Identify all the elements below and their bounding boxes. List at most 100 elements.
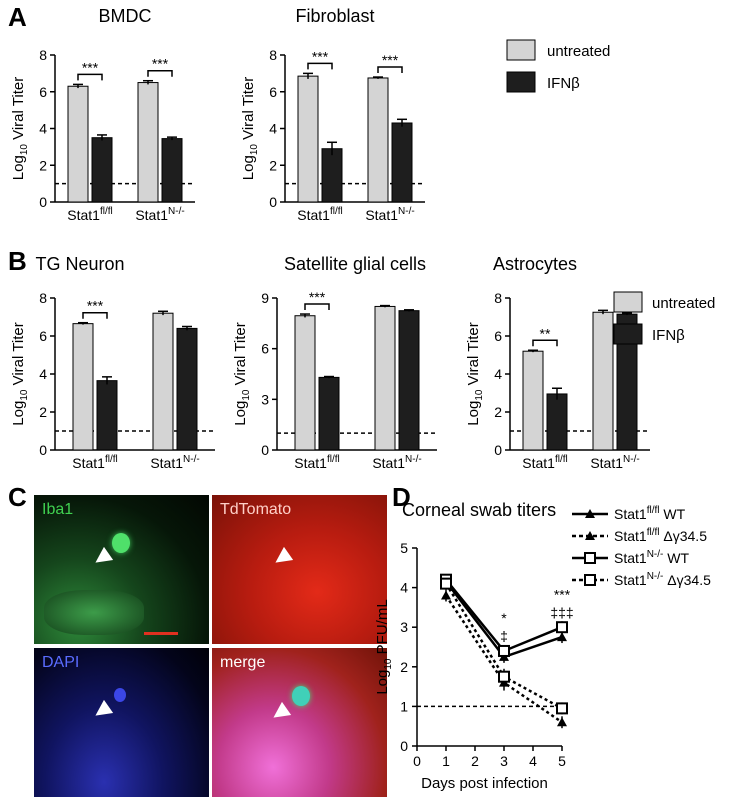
legend-label: Stat1N-/- Δγ34.5 <box>614 571 711 588</box>
bar-ifnb <box>161 138 183 203</box>
category-label: Stat1fl/fl <box>297 206 342 223</box>
chart-title: Fibroblast <box>295 6 374 26</box>
bar-untreated <box>152 312 174 451</box>
significance-bracket <box>304 303 330 311</box>
y-tick-label: 6 <box>39 328 47 344</box>
legend-b: untreated IFNβ <box>613 291 715 345</box>
triangle-marker <box>585 509 595 518</box>
cell-body <box>292 686 310 706</box>
panel-label-c: C <box>8 482 27 512</box>
chart-title: Astrocytes <box>493 254 577 274</box>
bar-ifnb <box>546 393 568 451</box>
x-tick-label: 3 <box>500 753 508 769</box>
y-tick-label: 6 <box>494 328 502 344</box>
significance-label: ** <box>540 325 551 341</box>
cell-cluster <box>44 590 144 635</box>
x-tick-label: 5 <box>558 753 566 769</box>
legend-untreated-label: untreated <box>547 43 610 60</box>
micro-label-merge: merge <box>220 654 266 671</box>
significance-bracket <box>147 69 173 77</box>
bar-untreated <box>72 323 94 451</box>
category-label: Stat1N-/- <box>590 454 639 471</box>
legend-untreated-label: untreated <box>652 295 715 312</box>
triangle-marker <box>441 590 451 600</box>
legend-ifnb-swatch <box>613 323 643 345</box>
y-tick-label: 2 <box>39 404 47 420</box>
micro-label-iba1: Iba1 <box>42 501 74 518</box>
micro-dapi: DAPI <box>34 648 209 797</box>
y-axis-title: Log10 Viral Titer <box>240 77 260 180</box>
y-tick-label: 0 <box>400 738 408 754</box>
significance-label: *** <box>312 48 329 64</box>
bar-ifnb <box>398 310 420 451</box>
bar-untreated <box>297 75 319 203</box>
y-tick-label: 2 <box>400 659 408 675</box>
y-tick-label: 8 <box>494 290 502 306</box>
y-axis-title: Log10 Viral Titer <box>232 322 252 425</box>
chart-fibroblast: Fibroblast 0 2 4 6 8 Log10 Viral Titer Stat1fl/… <box>240 6 425 223</box>
x-axis-title: Days post infection <box>421 775 548 792</box>
y-tick-label: 3 <box>261 391 269 407</box>
y-tick-label: 6 <box>39 84 47 100</box>
significance-bracket <box>532 339 558 347</box>
legend-untreated-swatch <box>506 39 536 61</box>
category-label: Stat1N-/- <box>135 206 184 223</box>
y-axis-title: Log10 Viral Titer <box>10 77 30 180</box>
category-label: Stat1N-/- <box>365 206 414 223</box>
bar-ifnb <box>391 122 413 203</box>
triangle-marker <box>585 531 595 540</box>
bar-ifnb <box>321 148 343 203</box>
chart-corneal-swab: Corneal swab titers 0 1 2 3 4 5 0 1 2 3 4 5 Days post… <box>374 500 711 792</box>
x-tick-label: 1 <box>442 753 450 769</box>
y-tick-label: 8 <box>39 47 47 63</box>
square-marker <box>556 621 568 634</box>
y-tick-label: 2 <box>494 404 502 420</box>
chart-astrocytes: Astrocytes 0 2 4 6 8 Log10 Viral Titer Stat1fl/… <box>465 254 650 471</box>
significance-label: ‡‡‡ <box>550 604 573 620</box>
arrowhead-icon <box>90 546 114 570</box>
bar-ifnb <box>318 376 340 451</box>
category-label: Stat1N-/- <box>372 454 421 471</box>
significance-label: *** <box>309 289 326 305</box>
y-tick-label: 2 <box>269 157 277 173</box>
x-tick-label: 4 <box>529 753 537 769</box>
chart-tg-neuron: TG Neuron 0 2 4 6 8 Log10 Viral Titer Stat1fl/f… <box>10 254 215 471</box>
y-tick-label: 0 <box>39 442 47 458</box>
square-marker <box>498 644 510 657</box>
y-axis-title: Log10 Viral Titer <box>10 322 30 425</box>
y-axis-title: Log10 PFU/mL <box>374 599 394 694</box>
category-label: Stat1N-/- <box>150 454 199 471</box>
micro-label-tdtomato: TdTomato <box>220 501 292 518</box>
triangle-marker <box>557 632 567 642</box>
x-tick-label: 2 <box>471 753 479 769</box>
bar-ifnb <box>91 137 113 203</box>
nucleus <box>114 688 126 702</box>
y-tick-label: 0 <box>494 442 502 458</box>
y-tick-label: 4 <box>494 366 502 382</box>
significance-label: *** <box>382 52 399 68</box>
significance-bracket <box>82 311 108 319</box>
chart-title: BMDC <box>99 6 152 26</box>
category-label: Stat1fl/fl <box>72 454 117 471</box>
category-label: Stat1fl/fl <box>294 454 339 471</box>
y-tick-label: 4 <box>400 580 408 596</box>
y-tick-label: 3 <box>400 619 408 635</box>
y-tick-label: 9 <box>261 290 269 306</box>
cell-body <box>112 533 130 553</box>
legend-ifnb-label: IFNβ <box>547 75 580 92</box>
micro-tdtomato: TdTomato <box>212 495 387 644</box>
chart-title: Satellite glial cells <box>284 254 426 274</box>
y-tick-label: 5 <box>400 540 408 556</box>
legend-a: untreated IFNβ <box>506 39 610 93</box>
significance-label: *** <box>152 56 169 72</box>
category-label: Stat1fl/fl <box>522 454 567 471</box>
category-label: Stat1fl/fl <box>67 206 112 223</box>
significance-bracket <box>377 66 403 74</box>
chart-title: TG Neuron <box>35 254 124 274</box>
significance-label: ‡ <box>500 628 508 644</box>
significance-bracket <box>77 73 103 81</box>
y-tick-label: 4 <box>39 366 47 382</box>
significance-label: *** <box>87 298 104 314</box>
square-marker <box>498 670 510 683</box>
y-tick-label: 0 <box>39 194 47 210</box>
